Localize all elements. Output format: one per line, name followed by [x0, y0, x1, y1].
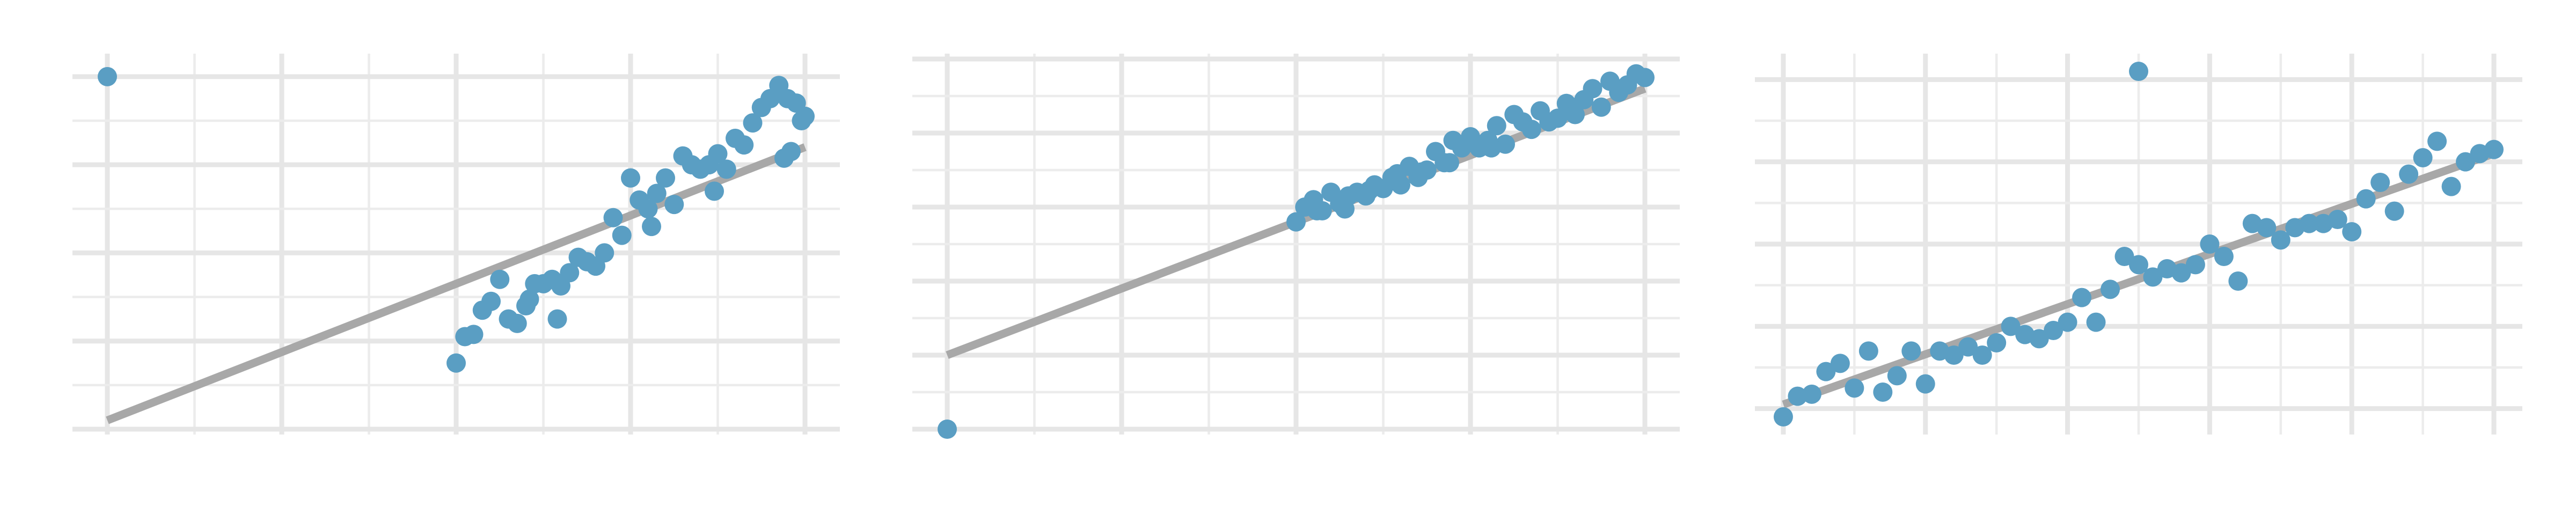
scatter-point — [2342, 222, 2362, 241]
scatter-point — [1830, 354, 1850, 373]
scatter-point — [519, 289, 539, 309]
scatter-point — [560, 263, 580, 283]
scatter-point — [1901, 341, 1921, 361]
scatter-point — [642, 217, 661, 237]
scatter-point — [2029, 329, 2049, 349]
scatter-point — [2171, 263, 2191, 283]
scatter-point — [2456, 152, 2476, 172]
scatter-point — [1635, 68, 1655, 87]
scatter-point — [447, 353, 466, 373]
data-points — [98, 67, 815, 373]
scatter-point — [1802, 384, 1821, 404]
scatter-point — [743, 113, 763, 133]
scatter-point — [2257, 218, 2277, 238]
scatter-point — [1359, 180, 1379, 200]
scatter-point — [1958, 337, 1978, 357]
scatter-point — [1773, 407, 1793, 426]
scatter-point — [603, 208, 623, 227]
scatter-panel-2 — [912, 54, 1680, 439]
scatter-point — [1387, 164, 1407, 183]
scatter-point — [2484, 139, 2504, 159]
scatter-point — [774, 148, 794, 168]
scatter-point — [2370, 173, 2390, 192]
scatter-point — [98, 67, 117, 86]
scatter-point — [2143, 267, 2163, 287]
scatter-point — [2200, 234, 2220, 254]
scatter-point — [1788, 386, 1807, 406]
scatter-point — [1412, 162, 1431, 182]
scatter-point — [1887, 366, 1907, 386]
scatter-point — [1286, 212, 1306, 232]
scatter-point — [1487, 116, 1506, 136]
scatter-point — [2044, 321, 2063, 340]
scatter-point — [1482, 138, 1501, 158]
scatter-point — [2058, 312, 2077, 332]
scatter-point — [664, 195, 684, 215]
scatter-point — [656, 168, 675, 188]
scatter-point — [734, 135, 754, 155]
data-points — [938, 64, 1655, 439]
scatter-point — [1858, 341, 1878, 361]
scatter-point — [2441, 176, 2461, 196]
grid — [912, 54, 1680, 435]
regression-line — [106, 143, 807, 424]
scatter-point — [621, 168, 640, 188]
scatter-point — [2114, 247, 2134, 266]
scatter-point — [464, 325, 484, 344]
scatter-point — [1548, 108, 1568, 128]
scatter-point — [1521, 120, 1541, 139]
scatter-point — [2299, 214, 2319, 233]
scatter-point — [2271, 230, 2290, 250]
data-points — [1773, 62, 2504, 426]
scatter-panel-1 — [72, 54, 840, 435]
scatter-point — [1816, 362, 1836, 381]
scatter-point — [2086, 312, 2106, 332]
scatter-point — [1944, 345, 1964, 365]
scatter-point — [2129, 255, 2148, 275]
scatter-point — [595, 243, 614, 263]
scatter-point — [2129, 62, 2148, 81]
scatter-point — [1915, 374, 1935, 394]
scatter-point — [490, 269, 510, 289]
scatter-point — [1972, 345, 1992, 365]
scatter-point — [1335, 199, 1355, 219]
scatter-point — [2356, 189, 2376, 209]
scatter-point — [1591, 97, 1611, 117]
scatter-point — [1307, 201, 1327, 220]
scatter-point — [2384, 201, 2404, 221]
scatter-point — [2399, 164, 2419, 184]
scatter-point — [2101, 279, 2120, 299]
regression-line — [1782, 150, 2496, 409]
scatter-point — [612, 225, 632, 245]
scatter-point — [792, 111, 811, 130]
scatter-point — [2072, 288, 2092, 307]
scatter-point — [638, 199, 658, 219]
grid — [72, 54, 840, 435]
scatter-point — [938, 420, 957, 439]
scatter-point — [1845, 378, 1864, 398]
scatter-point — [1873, 382, 1893, 402]
scatter-point — [2001, 317, 2021, 336]
scatter-point — [708, 144, 728, 164]
scatter-point — [2413, 148, 2433, 167]
scatter-point — [647, 183, 667, 203]
scatter-point — [2185, 255, 2205, 275]
scatter-point — [705, 181, 724, 201]
scatter-point — [481, 291, 501, 311]
scatter-point — [2328, 210, 2347, 229]
scatter-point — [2214, 247, 2234, 266]
scatter-point — [507, 313, 527, 333]
scatter-point — [716, 159, 736, 179]
scatter-point — [1440, 153, 1459, 173]
scatter-point — [1565, 105, 1585, 124]
scatter-panel-3 — [1755, 54, 2522, 435]
scatter-point — [2427, 131, 2447, 151]
scatter-point — [547, 309, 567, 329]
scatter-point — [1583, 79, 1602, 99]
scatter-point — [1987, 333, 2007, 352]
scatter-point — [2228, 271, 2248, 291]
